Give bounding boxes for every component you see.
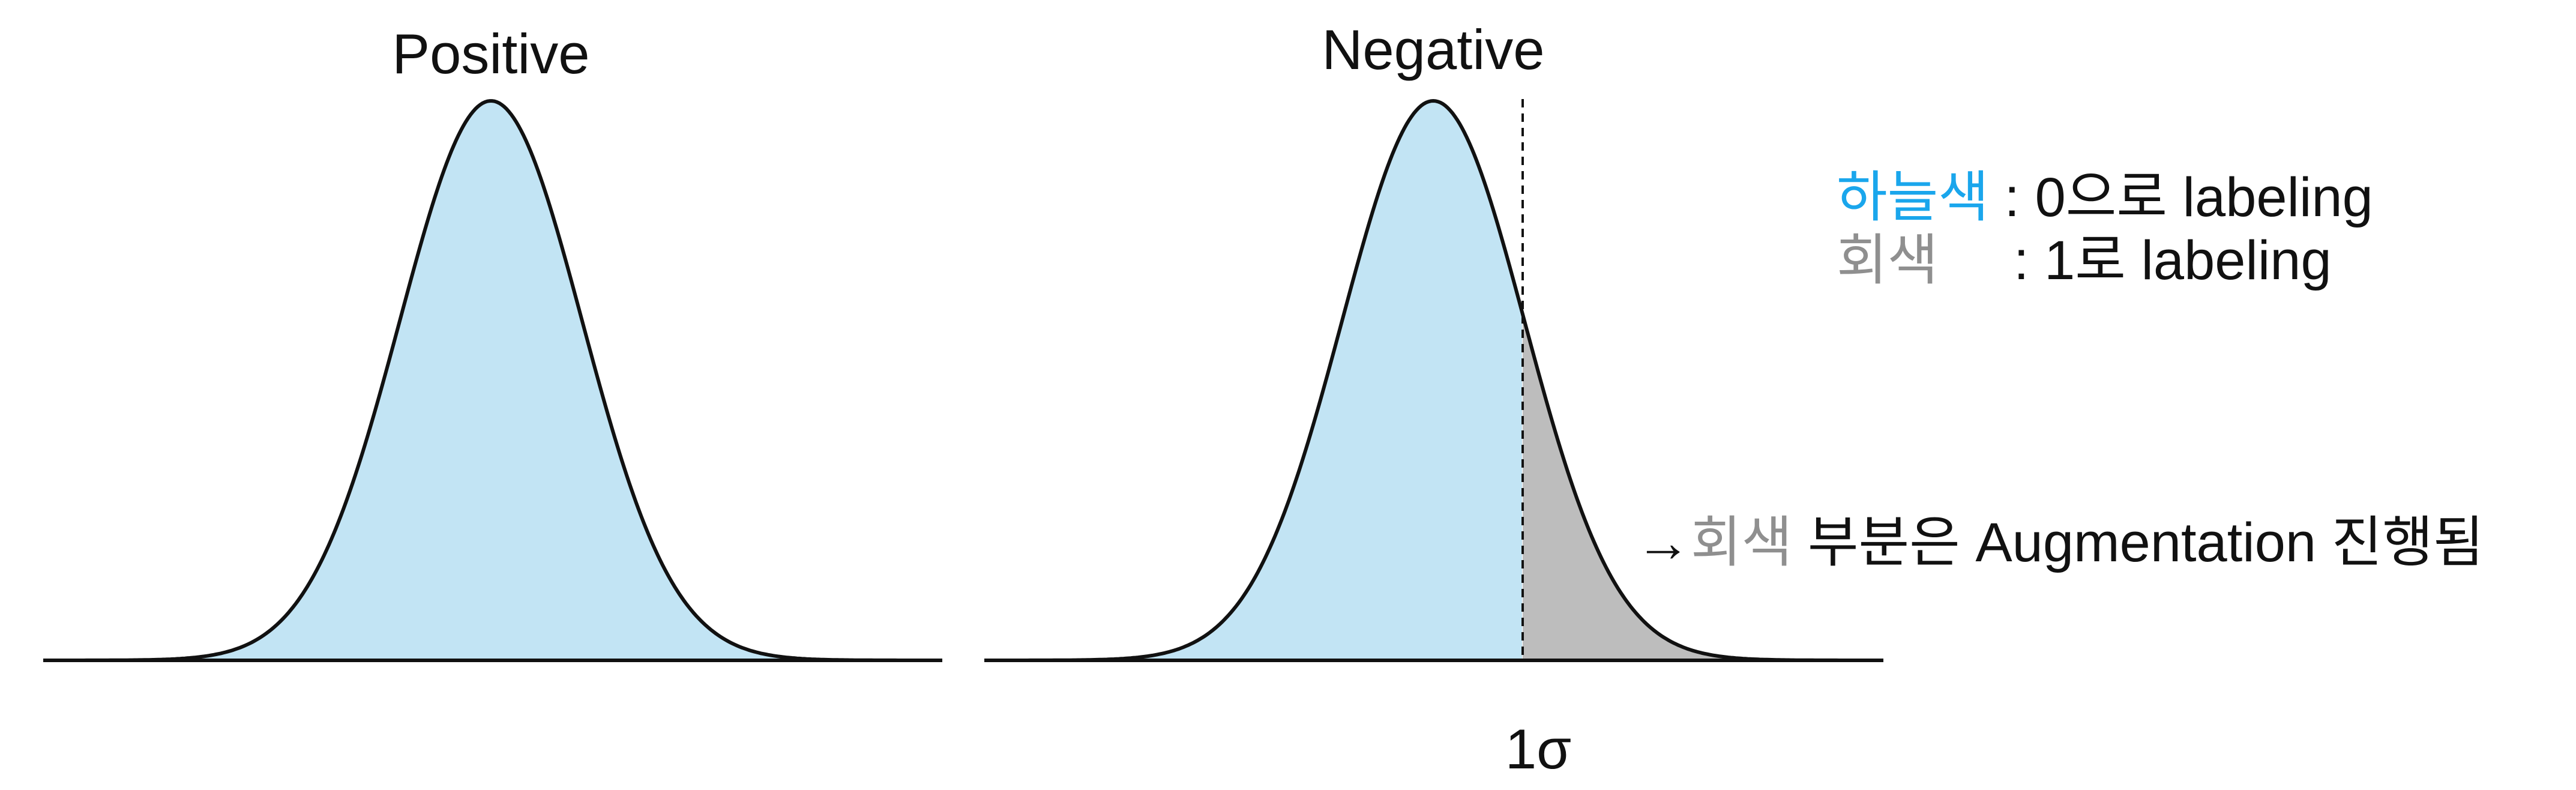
positive-curve [43,99,941,662]
positive-blue-area [43,101,941,661]
positive-title: Positive [392,22,589,85]
legend-row-gray: 회색 [1837,230,1938,291]
legend: 하늘색 : 0으로 labeling 회색 : 1로 labeling [1837,167,2373,291]
negative-curve [984,98,1882,662]
note-rest: 부분은 Augmentation 진행됨 [1792,512,2484,573]
negative-gray-area [1523,314,1883,660]
legend-sky-desc: : 0으로 labeling [1989,167,2373,228]
legend-row-sky: 하늘색 : 0으로 labeling [1837,167,2373,228]
negative-panel: Negative 1σ [984,18,1883,780]
note-gray-word: 회색 [1691,512,1792,573]
sigma-label: 1σ [1505,717,1571,780]
negative-title: Negative [1322,18,1545,81]
augmentation-note: →회색 부분은 Augmentation 진행됨 [1636,512,2484,573]
positive-panel: Positive [43,22,942,662]
legend-sky-label: 하늘색 [1837,167,1989,228]
negative-blue-area [984,101,1522,660]
legend-gray-label: 회색 [1837,230,1938,291]
legend-gray-desc: : 1로 labeling [2014,230,2332,291]
arrow-icon: → [1636,512,1691,573]
